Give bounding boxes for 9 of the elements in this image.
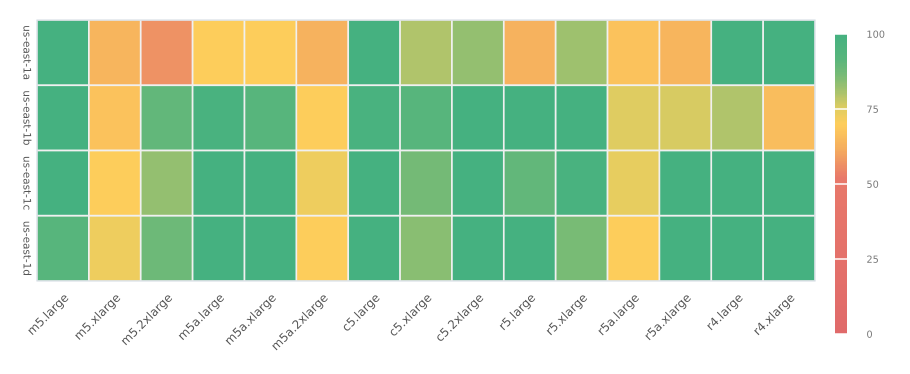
y-tick-label: us-east-1a [23,26,32,80]
color-bar-label: 100 [868,30,884,38]
y-tick-label: us-east-1b [23,91,32,145]
color-bar-label: 0 [867,330,872,338]
y-tick-label: us-east-1c [23,156,32,210]
color-bar-label: 50 [867,180,878,188]
y-tick-label: us-east-1d [23,222,32,275]
color-bar-label: 75 [867,106,878,113]
color-bar-label: 25 [867,255,878,263]
